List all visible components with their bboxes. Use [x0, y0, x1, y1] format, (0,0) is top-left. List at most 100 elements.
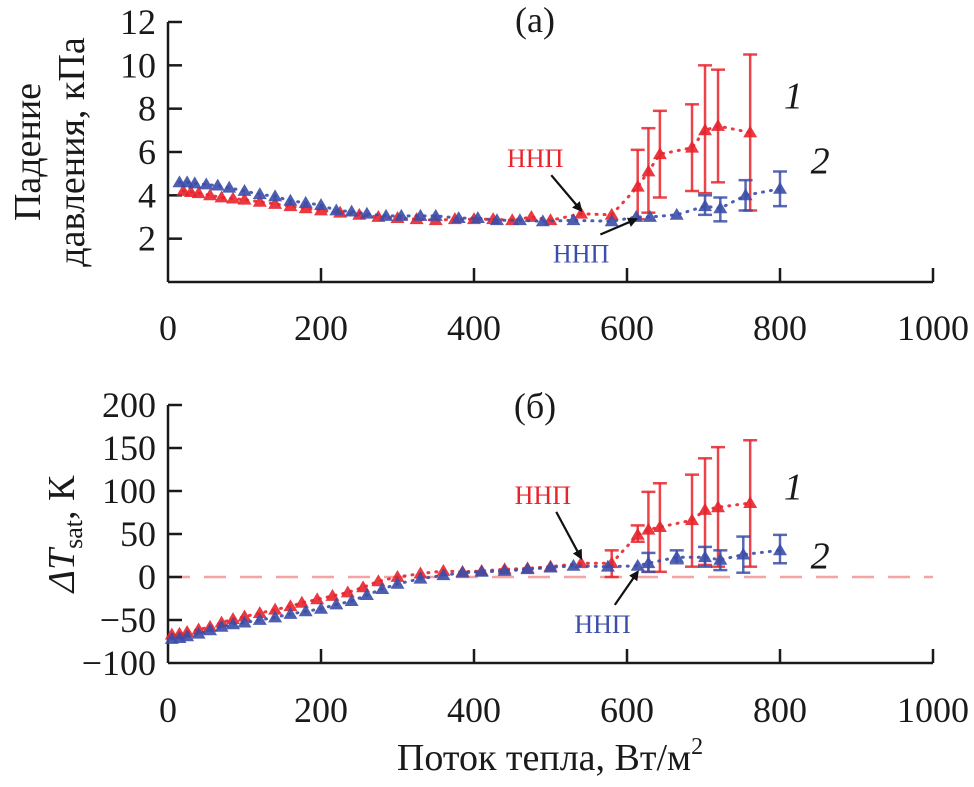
- data-point: [642, 210, 657, 222]
- x-tick-label: 0: [159, 308, 177, 348]
- data-point: [375, 582, 390, 594]
- y-axis-title-b: ΔTsat, К: [41, 475, 88, 594]
- y-tick-label: 8: [138, 89, 156, 129]
- data-point: [713, 552, 728, 565]
- data-point: [630, 179, 645, 192]
- data-point: [604, 207, 619, 220]
- y-tick-label: 0: [138, 557, 156, 597]
- data-point: [187, 176, 202, 189]
- data-point: [713, 201, 728, 214]
- data-point: [428, 208, 443, 221]
- data-point: [252, 194, 267, 207]
- data-point: [298, 604, 313, 617]
- series-line-1: [170, 501, 752, 637]
- data-point: [413, 571, 428, 584]
- data-point: [283, 606, 298, 619]
- data-point: [340, 585, 355, 598]
- data-point: [298, 195, 313, 208]
- data-point: [474, 564, 489, 577]
- data-point: [226, 617, 241, 630]
- y-tick-label: −100: [82, 643, 156, 683]
- data-point: [180, 629, 195, 642]
- data-point: [711, 119, 726, 131]
- data-point: [344, 594, 359, 606]
- data-point: [604, 214, 619, 227]
- data-point: [359, 206, 374, 219]
- data-point: [489, 213, 504, 226]
- data-point: [283, 193, 298, 206]
- y-tick-label: 12: [120, 2, 156, 42]
- data-point: [394, 208, 409, 221]
- data-point: [451, 211, 466, 223]
- x-tick-label: 600: [600, 308, 654, 348]
- x-tick-label: 0: [159, 690, 177, 730]
- series-line-2: [170, 548, 782, 641]
- x-axis-title-b-sup: 2: [691, 734, 703, 760]
- data-point: [390, 576, 405, 589]
- y-tick-label: 10: [120, 45, 156, 85]
- data-point: [191, 186, 206, 199]
- plot-area-b: 0 200 400 600 800 1000−100−50050100150200ННПН…: [82, 385, 969, 730]
- data-point: [641, 164, 656, 177]
- data-point: [237, 192, 252, 205]
- y-axis-title-b-sub: sat: [59, 519, 88, 549]
- data-point: [314, 198, 328, 210]
- annotation-arrow: [613, 570, 639, 606]
- data-point: [314, 601, 328, 614]
- panel-label-b: (б): [514, 386, 556, 426]
- data-point: [669, 207, 684, 220]
- annotation-label: ННП: [574, 610, 631, 639]
- data-point: [379, 208, 394, 221]
- series-1: [176, 53, 758, 226]
- y-axis-title-a-line1: Падение: [7, 83, 49, 221]
- y-axis-title-b-unit: , К: [41, 475, 83, 520]
- data-point: [524, 210, 539, 222]
- data-point: [600, 559, 615, 572]
- x-tick-label: 400: [447, 690, 501, 730]
- data-point: [294, 595, 309, 608]
- data-point: [359, 588, 374, 600]
- panel-b-superheat: 0 200 400 600 800 1000−100−50050100150200ННПН…: [41, 385, 969, 779]
- y-tick-label: 2: [138, 219, 156, 259]
- x-tick-label: 1000: [897, 308, 969, 348]
- data-point: [203, 623, 218, 636]
- y-tick-label: 6: [138, 132, 156, 172]
- data-point: [436, 568, 451, 581]
- data-point: [630, 558, 645, 571]
- y-axis-title-b-delta-t: ΔT: [41, 546, 83, 594]
- data-point: [574, 206, 589, 219]
- x-tick-label: 1000: [897, 690, 969, 730]
- data-point: [566, 558, 581, 571]
- data-point: [390, 570, 405, 582]
- y-tick-label: 200: [102, 385, 156, 425]
- data-point: [738, 188, 753, 201]
- series-label-1: 1: [784, 76, 803, 118]
- data-point: [344, 204, 359, 217]
- data-point: [743, 125, 758, 138]
- data-point: [455, 565, 470, 578]
- annotation-arrow: [550, 174, 583, 213]
- x-axis-title-b: Поток тепла, Вт/м2: [397, 734, 703, 779]
- data-point: [669, 550, 684, 563]
- x-tick-label: 400: [447, 308, 501, 348]
- x-tick-label: 200: [294, 308, 348, 348]
- annotation-label: ННП: [507, 144, 564, 173]
- data-point: [252, 606, 267, 619]
- data-point: [520, 562, 535, 575]
- data-point: [711, 500, 726, 513]
- series-label-2: 2: [811, 141, 830, 183]
- y-tick-label: 100: [102, 471, 156, 511]
- x-tick-label: 800: [753, 690, 807, 730]
- y-tick-label: 4: [138, 175, 156, 215]
- data-point: [773, 181, 787, 194]
- series-line-1: [181, 124, 752, 222]
- data-point: [698, 199, 713, 212]
- data-point: [199, 177, 214, 190]
- data-point: [214, 190, 229, 203]
- annotation-arrow: [555, 511, 583, 560]
- data-point: [630, 527, 645, 540]
- data-point: [214, 619, 229, 632]
- data-point: [226, 191, 241, 204]
- data-point: [210, 178, 225, 191]
